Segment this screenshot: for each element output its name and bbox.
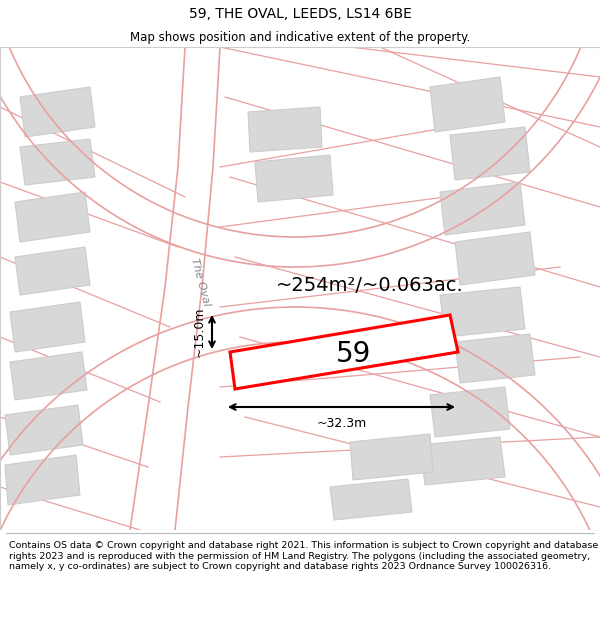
Polygon shape bbox=[455, 334, 535, 383]
Polygon shape bbox=[255, 155, 333, 202]
Text: The Oval: The Oval bbox=[189, 257, 211, 308]
Text: ~15.0m: ~15.0m bbox=[193, 307, 206, 358]
Polygon shape bbox=[5, 455, 80, 505]
Polygon shape bbox=[450, 127, 530, 180]
Text: 59, THE OVAL, LEEDS, LS14 6BE: 59, THE OVAL, LEEDS, LS14 6BE bbox=[188, 7, 412, 21]
Text: ~254m²/~0.063ac.: ~254m²/~0.063ac. bbox=[276, 276, 464, 295]
Polygon shape bbox=[15, 247, 90, 295]
Polygon shape bbox=[248, 107, 322, 152]
Polygon shape bbox=[15, 192, 90, 242]
Polygon shape bbox=[330, 479, 412, 520]
Polygon shape bbox=[230, 315, 458, 389]
Text: ~32.3m: ~32.3m bbox=[316, 417, 367, 430]
Polygon shape bbox=[420, 437, 505, 485]
Polygon shape bbox=[10, 352, 87, 400]
Polygon shape bbox=[430, 77, 505, 132]
Text: 59: 59 bbox=[335, 340, 371, 368]
Polygon shape bbox=[430, 387, 510, 437]
Polygon shape bbox=[350, 434, 433, 480]
Polygon shape bbox=[440, 182, 525, 235]
Polygon shape bbox=[10, 302, 85, 352]
Polygon shape bbox=[455, 232, 535, 285]
Polygon shape bbox=[20, 87, 95, 137]
Text: Contains OS data © Crown copyright and database right 2021. This information is : Contains OS data © Crown copyright and d… bbox=[9, 541, 598, 571]
Polygon shape bbox=[20, 139, 95, 185]
Polygon shape bbox=[5, 405, 83, 455]
Text: Map shows position and indicative extent of the property.: Map shows position and indicative extent… bbox=[130, 31, 470, 44]
Polygon shape bbox=[440, 287, 525, 337]
